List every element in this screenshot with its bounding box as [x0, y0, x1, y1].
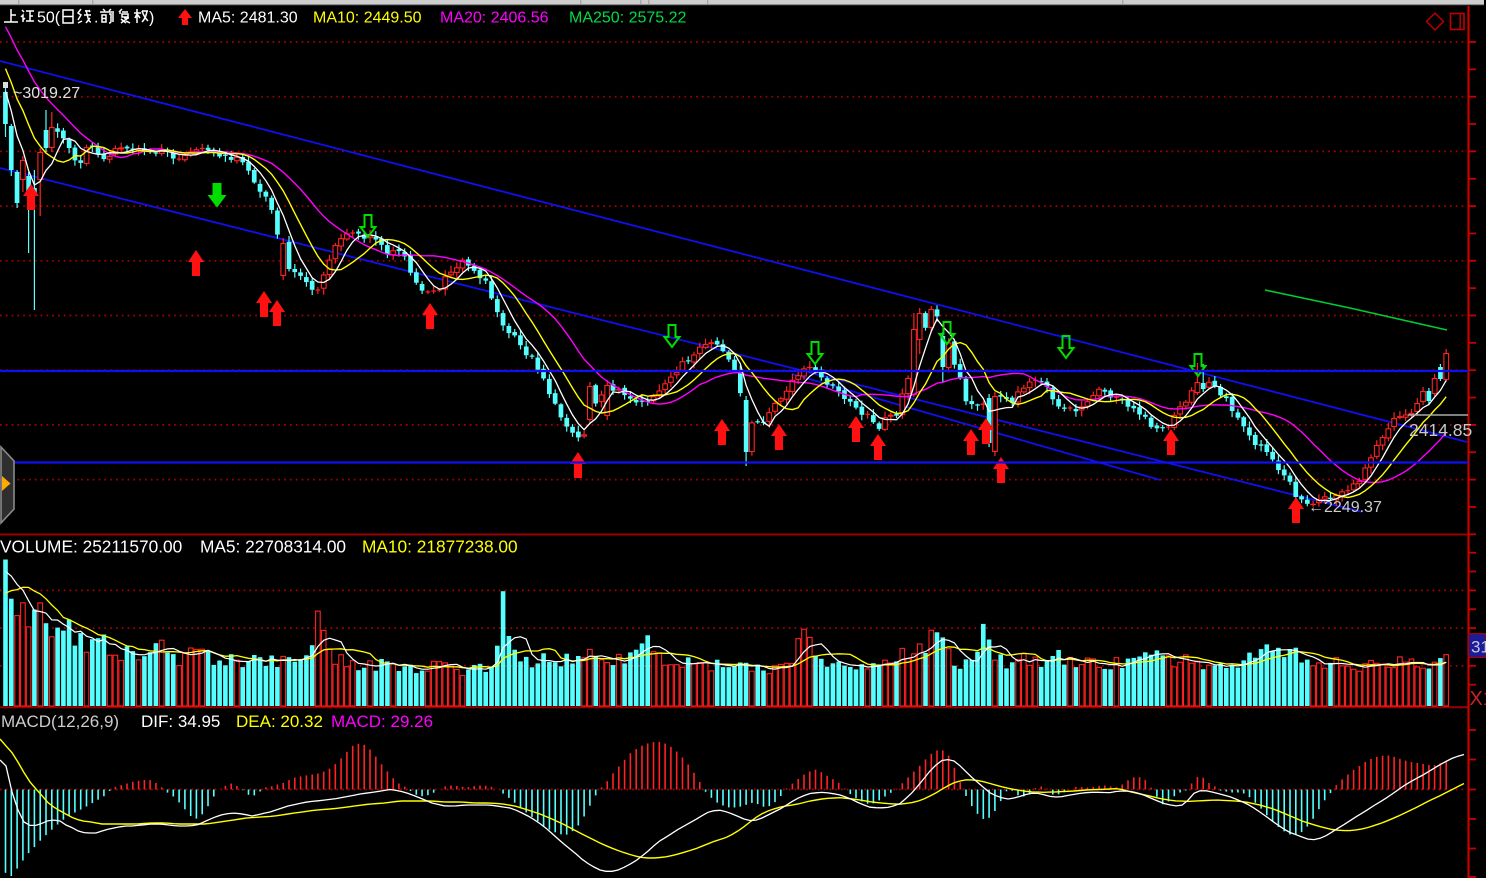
svg-text:MA20: 2406.56: MA20: 2406.56	[440, 10, 549, 27]
svg-text:31: 31	[1471, 638, 1486, 657]
svg-text:.: .	[94, 10, 98, 27]
svg-text:←2249.37: ←2249.37	[1308, 499, 1382, 516]
svg-text:MACD(12,26,9): MACD(12,26,9)	[1, 712, 119, 731]
svg-text:50(: 50(	[37, 10, 61, 27]
svg-text:X1: X1	[1470, 688, 1486, 710]
svg-text:DIF: 34.95: DIF: 34.95	[141, 712, 220, 731]
svg-text:MA10: 21877238.00: MA10: 21877238.00	[362, 537, 518, 557]
svg-text:MACD: 29.26: MACD: 29.26	[331, 712, 433, 731]
svg-text:MA5: 22708314.00: MA5: 22708314.00	[200, 537, 346, 557]
svg-text:MA10: 2449.50: MA10: 2449.50	[313, 10, 422, 27]
svg-text:DEA: 20.32: DEA: 20.32	[236, 712, 323, 731]
svg-text:VOLUME: 25211570.00: VOLUME: 25211570.00	[0, 537, 182, 557]
svg-text:MA250: 2575.22: MA250: 2575.22	[569, 10, 687, 27]
svg-text:~3019.27: ~3019.27	[13, 85, 80, 102]
svg-text:2414.85: 2414.85	[1409, 420, 1472, 440]
svg-text:): )	[149, 10, 154, 27]
svg-text:MA5: 2481.30: MA5: 2481.30	[198, 10, 298, 27]
